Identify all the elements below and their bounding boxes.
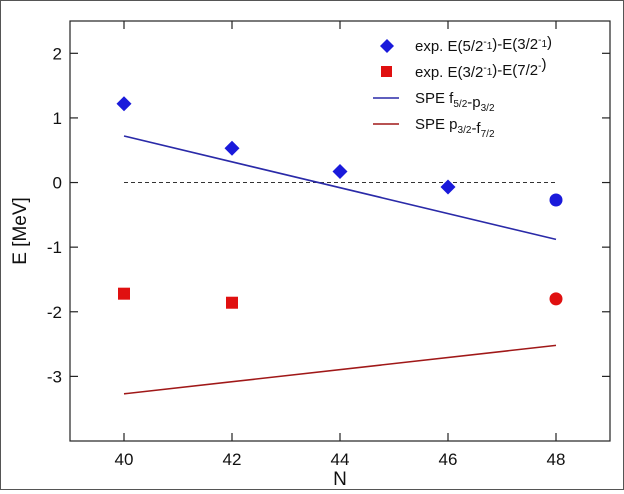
spe_b-legend-label: SPE p3/2-f7/2: [415, 116, 495, 140]
y-tick-label: -2: [47, 303, 62, 322]
x-tick-label: 48: [547, 450, 566, 469]
exp_b-legend-swatch: [381, 66, 392, 77]
exp_b-point: [549, 292, 563, 306]
exp_b-point: [118, 287, 130, 300]
exp_a-legend-swatch: [380, 39, 394, 53]
x-tick-label: 40: [115, 450, 134, 469]
spe_a-line: [123, 135, 557, 241]
exp_b-point: [226, 296, 238, 309]
y-tick-label: 0: [53, 174, 62, 193]
legend: exp. E(5/2-1)-E(3/2-1)exp. E(3/2-1)-E(7/…: [373, 34, 552, 140]
exp_a-point: [116, 96, 132, 112]
x-tick-label: 44: [331, 450, 350, 469]
axis-ticks: 40 42 44 46 48 2 1 0 -1 -2 -3: [47, 21, 610, 469]
plot-area: [69, 20, 611, 442]
x-axis-title: N: [333, 469, 347, 489]
spe_b-line: [123, 344, 557, 395]
exp_b-legend-label: exp. E(3/2-1)-E(7/2-): [415, 56, 546, 81]
x-tick-label: 42: [223, 450, 242, 469]
y-axis-title: E [MeV]: [10, 197, 31, 265]
exp_a-legend-label: exp. E(5/2-1)-E(3/2-1): [415, 34, 552, 55]
x-tick-label: 46: [439, 450, 458, 469]
y-tick-label: -1: [47, 238, 62, 257]
exp_a-point: [549, 193, 563, 207]
exp_a-point: [440, 179, 456, 195]
series-lines: [123, 135, 557, 395]
y-tick-label: 2: [53, 44, 62, 63]
y-tick-label: -3: [47, 367, 62, 386]
spe_a-legend-label: SPE f5/2-p3/2: [415, 90, 495, 114]
exp_a-point: [332, 164, 348, 180]
exp_a-point: [224, 140, 240, 156]
y-tick-label: 1: [53, 109, 62, 128]
series-points: [116, 96, 563, 309]
